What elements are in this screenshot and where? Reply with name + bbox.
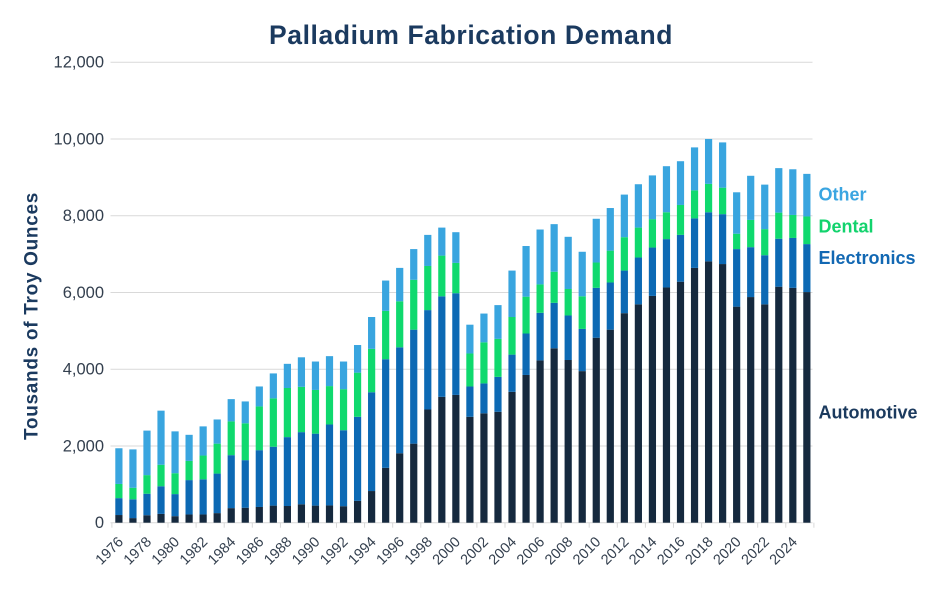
svg-text:Automotive: Automotive (819, 403, 918, 423)
svg-text:12,000: 12,000 (54, 54, 104, 72)
svg-text:Dental: Dental (819, 217, 874, 237)
svg-text:Electronics: Electronics (819, 248, 916, 268)
svg-text:0: 0 (95, 514, 104, 532)
svg-text:4,000: 4,000 (63, 361, 104, 379)
svg-text:Palladium Fabrication Demand: Palladium Fabrication Demand (269, 20, 673, 50)
svg-text:Tousands of Troy Ounces: Tousands of Troy Ounces (22, 192, 43, 440)
svg-text:Other: Other (819, 185, 867, 205)
svg-text:2,000: 2,000 (63, 438, 104, 456)
svg-text:8,000: 8,000 (63, 207, 104, 225)
svg-text:10,000: 10,000 (54, 131, 104, 149)
svg-text:6,000: 6,000 (63, 284, 104, 302)
